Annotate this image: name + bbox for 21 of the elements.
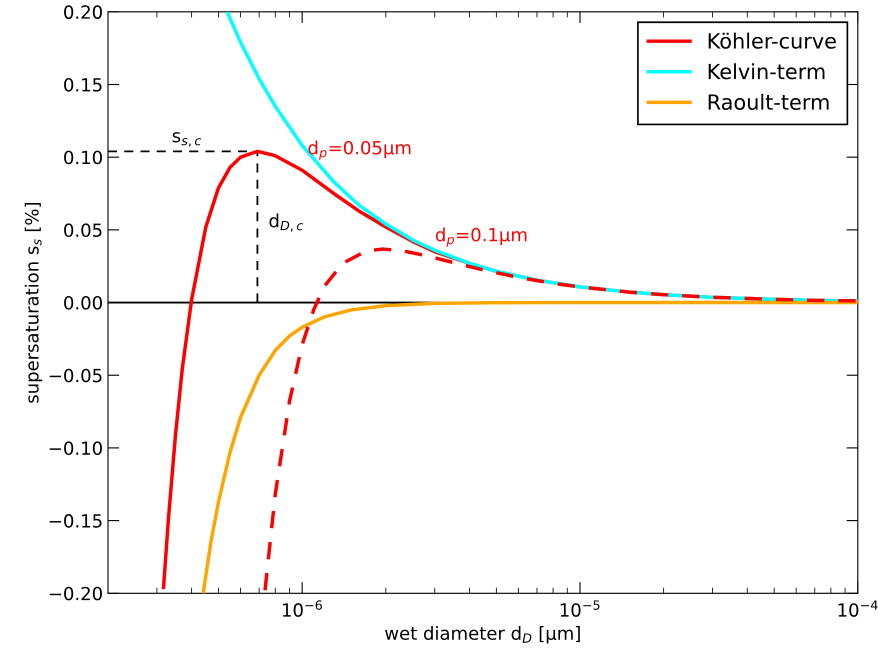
annotation: d$_{D,c}$ [269, 213, 304, 232]
legend-label: Kelvin-term [708, 63, 824, 80]
legend-label: Köhler-curve [708, 32, 836, 49]
annotation: d$_{p}$=0.05μm [308, 140, 410, 160]
y-tick-label: −0.20 [50, 586, 102, 600]
y-tick-label: 0.15 [64, 78, 102, 92]
annotation: d$_{p}$=0.1μm [436, 227, 526, 247]
y-tick-label: 0.20 [64, 5, 102, 19]
y-tick-label: −0.05 [50, 368, 102, 382]
annotation: s$_{s,c}$ [172, 132, 202, 147]
x-axis-title: wet diameter d$_{D}$ [μm] [385, 626, 580, 644]
legend-label: Raoult-term [708, 94, 829, 110]
y-tick-label: −0.10 [50, 441, 102, 456]
y-axis-title: supersaturation s$_{s}$ [%] [24, 203, 42, 403]
y-tick-label: 0.10 [64, 150, 102, 164]
x-tick-label: 10$^{−5}$ [560, 600, 600, 617]
x-tick-label: 10$^{−6}$ [282, 600, 322, 617]
y-tick-label: 0.05 [64, 223, 102, 237]
y-tick-label: −0.15 [50, 514, 102, 528]
x-tick-label: 10$^{−4}$ [838, 600, 878, 617]
y-tick-label: 0.00 [64, 296, 102, 310]
